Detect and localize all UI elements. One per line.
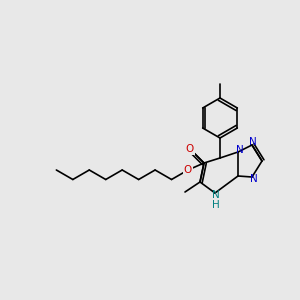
Text: O: O [186, 144, 194, 154]
Text: H: H [212, 200, 220, 210]
Text: O: O [184, 165, 192, 175]
Text: N: N [212, 190, 220, 200]
Text: N: N [250, 174, 258, 184]
Text: N: N [249, 137, 257, 147]
Text: N: N [236, 145, 244, 155]
